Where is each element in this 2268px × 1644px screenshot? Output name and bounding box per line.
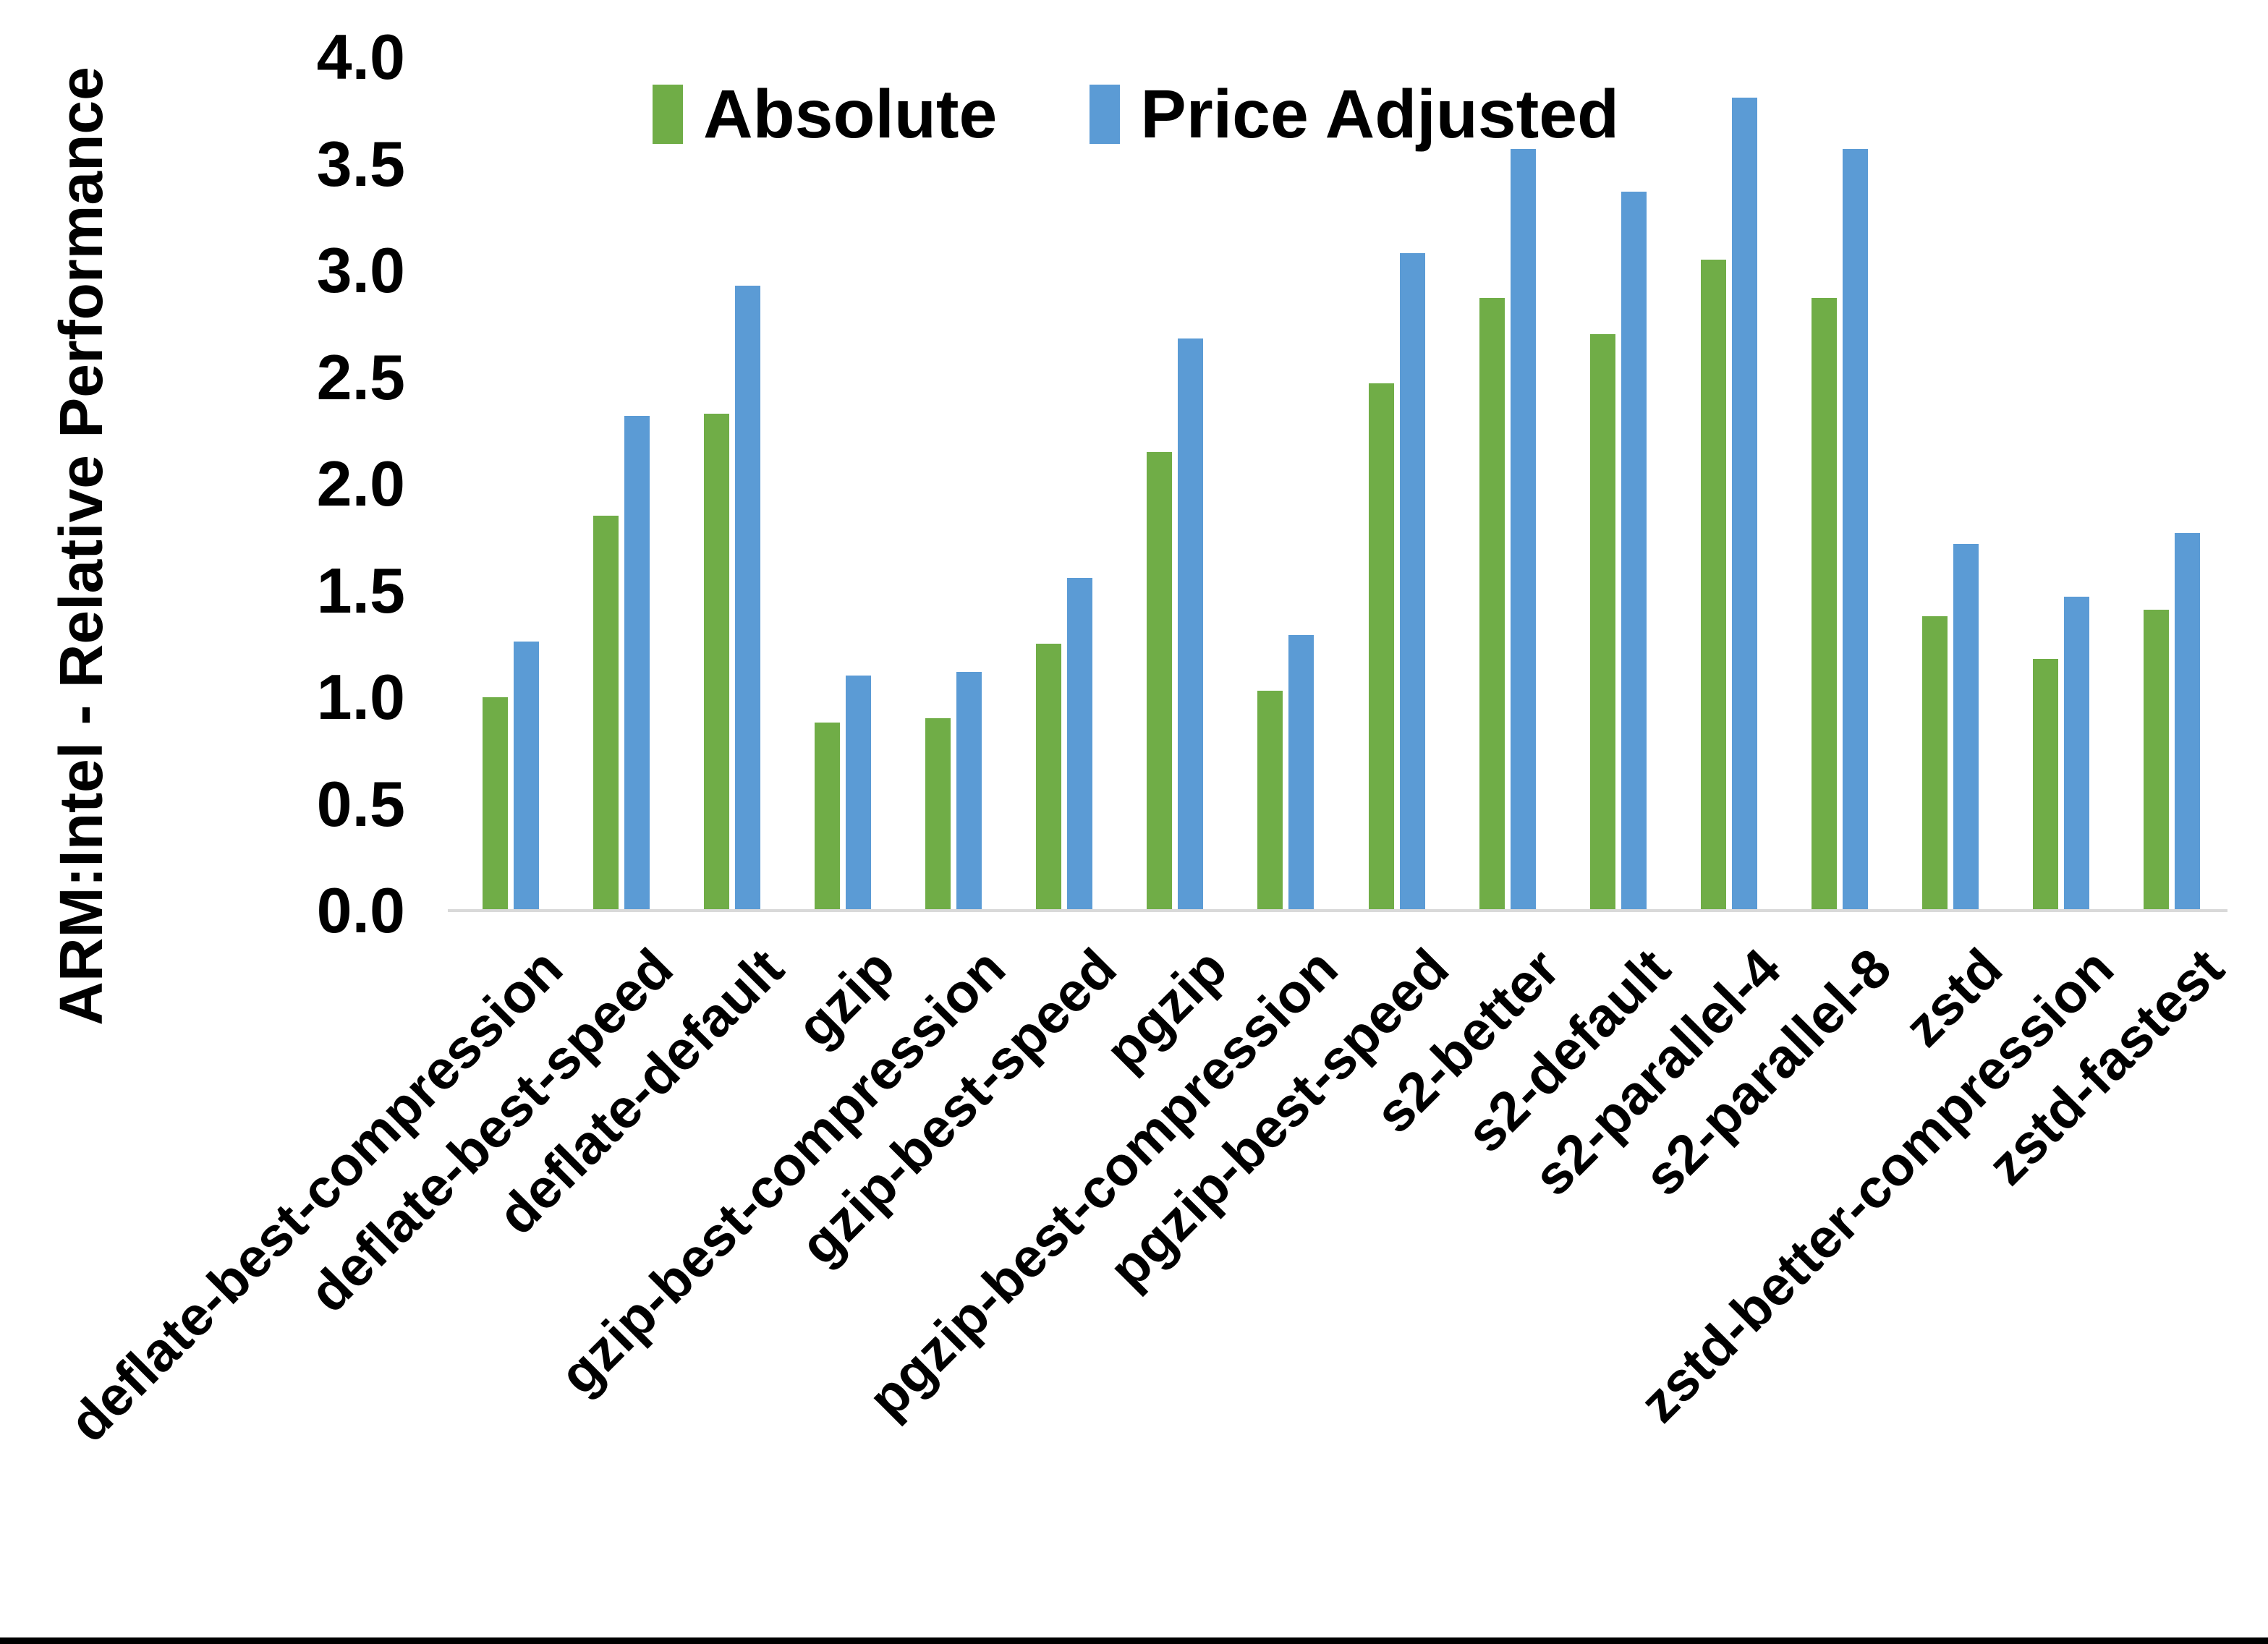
bar-absolute — [814, 723, 840, 911]
bar-absolute — [1812, 298, 1838, 911]
bar-absolute — [1700, 260, 1726, 911]
legend-item-absolute: Absolute — [653, 78, 997, 150]
bar-price-adjusted — [1288, 635, 1314, 911]
bottom-border — [0, 1637, 2268, 1644]
bar-absolute — [1368, 383, 1394, 911]
bar-price-adjusted — [734, 286, 760, 911]
bar-price-adjusted — [624, 416, 650, 911]
bar-price-adjusted — [1953, 544, 1979, 911]
legend-label-absolute: Absolute — [703, 76, 998, 153]
absolute-series-swatch — [653, 85, 683, 144]
bar-price-adjusted — [1621, 192, 1647, 911]
bar-price-adjusted — [2064, 597, 2090, 911]
legend-item-price-adjusted: Price Adjusted — [1090, 78, 1619, 150]
bar-absolute — [2144, 610, 2170, 911]
y-tick-label: 3.5 — [316, 127, 405, 200]
bar-absolute — [482, 697, 508, 911]
bar-absolute — [1589, 334, 1615, 911]
bar-price-adjusted — [2175, 533, 2201, 911]
price-adjusted-series-swatch — [1090, 85, 1121, 144]
bar-absolute — [1257, 691, 1283, 911]
bar-price-adjusted — [1510, 149, 1536, 911]
bar-price-adjusted — [1178, 338, 1204, 911]
bar-absolute — [703, 414, 729, 911]
bar-price-adjusted — [845, 676, 871, 911]
bar-absolute — [1922, 616, 1948, 911]
bar-absolute — [1147, 452, 1173, 911]
y-tick-label: 0.0 — [316, 874, 405, 946]
bar-absolute — [593, 516, 619, 911]
bar-price-adjusted — [1399, 253, 1425, 911]
y-tick-label: 1.5 — [316, 554, 405, 626]
bar-price-adjusted — [956, 672, 982, 911]
y-tick-label: 0.5 — [316, 767, 405, 840]
legend-label-price-adjusted: Price Adjusted — [1140, 76, 1620, 153]
y-tick-label: 4.0 — [316, 21, 405, 93]
legend: Absolute Price Adjusted — [653, 78, 1619, 150]
bar-price-adjusted — [1067, 578, 1093, 911]
bar-absolute — [1479, 298, 1505, 911]
bar-price-adjusted — [1731, 98, 1757, 911]
bar-absolute — [925, 718, 951, 911]
bar-price-adjusted — [513, 642, 539, 911]
x-axis-line — [448, 909, 2227, 912]
y-tick-label: 1.0 — [316, 661, 405, 733]
y-tick-label: 3.0 — [316, 234, 405, 306]
bar-price-adjusted — [1843, 149, 1869, 911]
y-axis-title: ARM:Intel - Relative Performance — [47, 67, 115, 1026]
bar-absolute — [1036, 644, 1062, 911]
bar-absolute — [2033, 659, 2059, 911]
y-tick-label: 2.0 — [316, 448, 405, 519]
y-tick-label: 2.5 — [316, 341, 405, 413]
